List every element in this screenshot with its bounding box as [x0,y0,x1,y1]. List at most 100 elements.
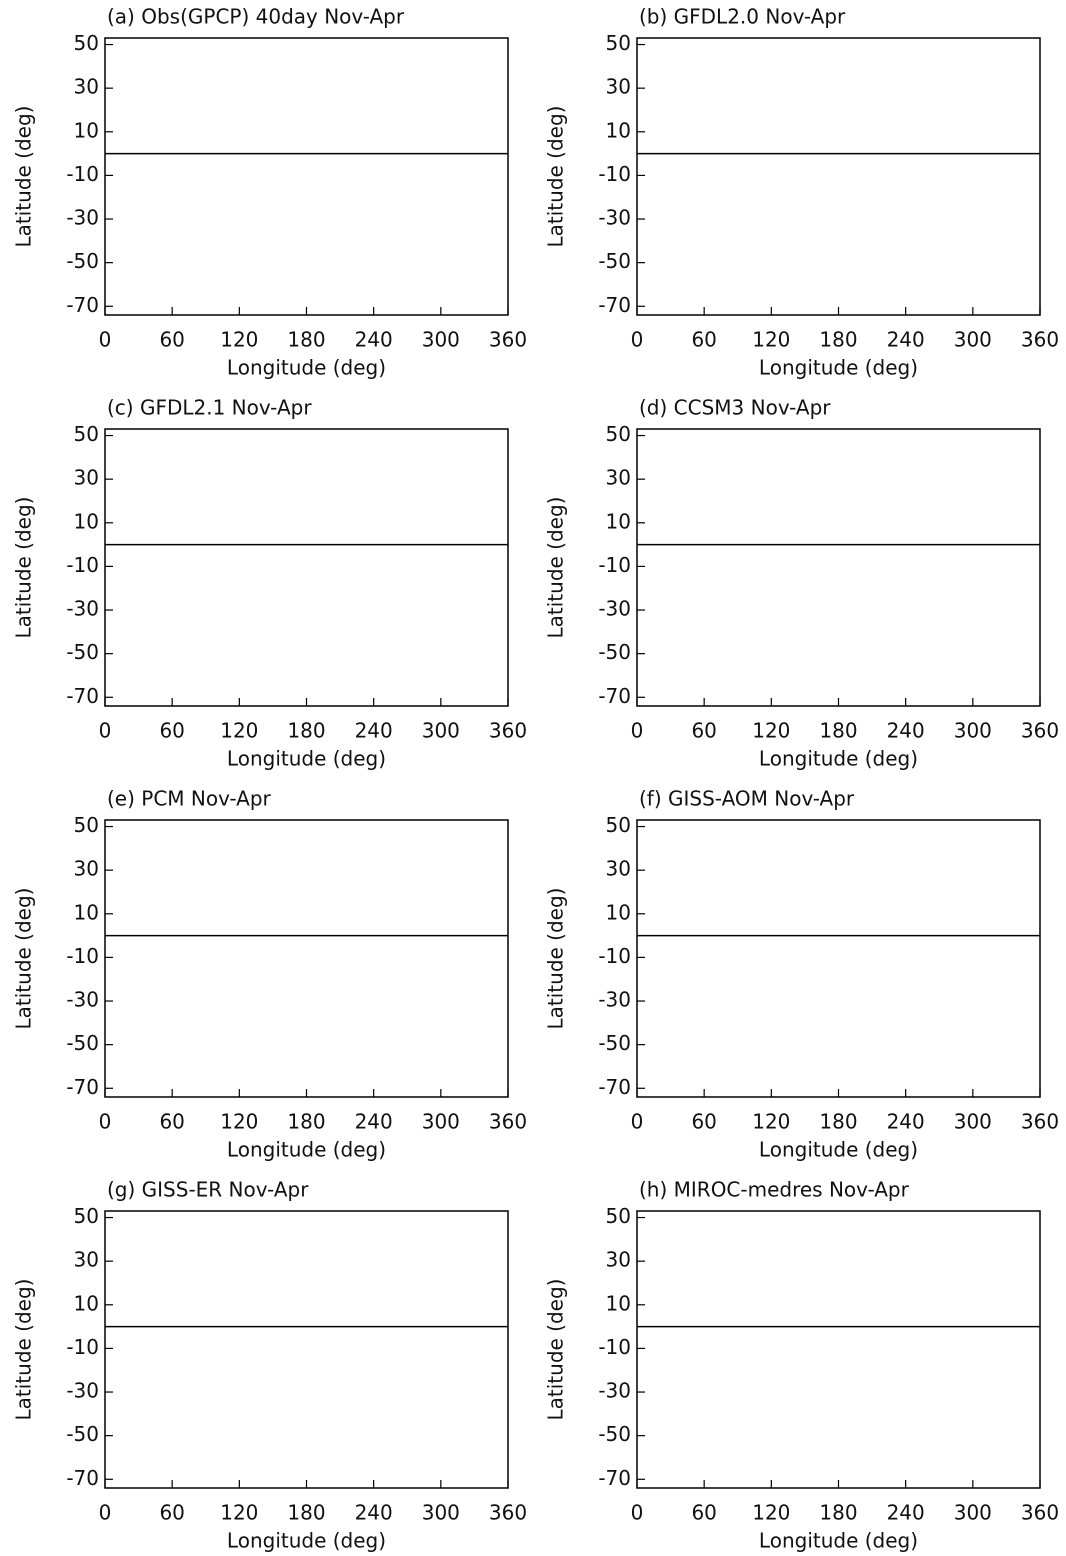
y-tick-label: -70 [598,1466,631,1490]
panel-title: (f) GISS-AOM Nov-Apr [639,787,855,811]
y-tick-label: 10 [74,509,99,533]
x-tick-label: 60 [691,719,716,743]
x-tick-label: 180 [819,328,857,352]
y-tick-label: 10 [606,118,631,142]
y-axis-label: Latitude (deg) [544,1279,568,1421]
y-tick-label: -30 [598,597,631,621]
panel: (c) GFDL2.1 Nov-Apr 0 60 120 180 240 300 360 50 3… [12,396,528,771]
x-tick-label: 300 [954,328,992,352]
y-tick-label: -50 [66,1031,99,1055]
y-tick-label: -30 [598,988,631,1012]
panel-title: (h) MIROC-medres Nov-Apr [639,1178,910,1202]
x-tick-label: 0 [99,719,112,743]
panel: (e) PCM Nov-Apr 0 60 120 180 240 300 360 50 30 10 -… [12,787,528,1162]
x-tick-label: 360 [1021,719,1059,743]
x-tick-label: 300 [422,1110,460,1134]
x-tick-label: 300 [422,328,460,352]
y-tick-label: -30 [598,206,631,230]
x-tick-label: 360 [489,1110,527,1134]
x-tick-label: 300 [954,719,992,743]
x-axis-label: Longitude (deg) [759,1529,918,1553]
x-tick-label: 0 [99,1110,112,1134]
x-axis-label: Longitude (deg) [227,356,386,380]
y-tick-label: -10 [598,944,631,968]
y-tick-label: 50 [74,422,99,446]
y-tick-label: 30 [606,466,631,490]
y-tick-label: -30 [66,206,99,230]
x-tick-label: 360 [489,719,527,743]
x-axis-label: Longitude (deg) [227,1138,386,1162]
x-tick-label: 180 [287,1110,325,1134]
x-tick-label: 300 [954,1110,992,1134]
x-tick-label: 300 [422,1501,460,1525]
y-tick-label: -30 [598,1379,631,1403]
y-tick-label: 10 [74,1291,99,1315]
y-axis-label: Latitude (deg) [544,497,568,639]
y-tick-label: -50 [66,1422,99,1446]
y-tick-label: -70 [598,684,631,708]
x-tick-label: 360 [489,1501,527,1525]
y-tick-label: 50 [74,1204,99,1228]
panel-title: (a) Obs(GPCP) 40day Nov-Apr [107,5,405,29]
panel: (b) GFDL2.0 Nov-Apr 0 60 120 180 240 300 360 50 3… [544,5,1060,380]
y-tick-label: 30 [606,75,631,99]
x-tick-label: 180 [287,328,325,352]
x-tick-label: 60 [691,1110,716,1134]
x-tick-label: 120 [752,328,790,352]
y-tick-label: 10 [606,1291,631,1315]
y-tick-label: 30 [74,466,99,490]
y-tick-label: 50 [74,813,99,837]
x-tick-label: 0 [631,328,644,352]
y-tick-label: -30 [66,988,99,1012]
x-tick-label: 240 [355,719,393,743]
y-tick-label: 30 [74,1248,99,1272]
panel-title: (d) CCSM3 Nov-Apr [639,396,831,420]
y-axis-label: Latitude (deg) [544,888,568,1030]
x-tick-label: 60 [159,1501,184,1525]
x-tick-label: 60 [159,1110,184,1134]
y-tick-label: 30 [606,1248,631,1272]
x-tick-label: 120 [220,719,258,743]
y-axis-label: Latitude (deg) [12,888,36,1030]
x-axis-label: Longitude (deg) [759,1138,918,1162]
x-tick-label: 60 [691,328,716,352]
x-tick-label: 180 [819,719,857,743]
x-tick-label: 180 [819,1110,857,1134]
x-tick-label: 120 [752,1110,790,1134]
plot-frame [104,819,509,1098]
plot-frame [636,37,1041,316]
y-tick-label: 50 [606,422,631,446]
y-tick-label: 30 [74,857,99,881]
y-tick-label: 30 [606,857,631,881]
x-tick-label: 360 [1021,328,1059,352]
x-tick-label: 360 [1021,1110,1059,1134]
panel-title: (e) PCM Nov-Apr [107,787,272,811]
x-tick-label: 60 [159,719,184,743]
y-tick-label: -50 [66,249,99,273]
y-tick-label: -70 [66,293,99,317]
plot-frame [104,1210,509,1489]
y-axis-label: Latitude (deg) [12,1279,36,1421]
x-tick-label: 120 [220,1110,258,1134]
x-axis-label: Longitude (deg) [759,747,918,771]
y-tick-label: -50 [598,640,631,664]
y-tick-label: -50 [66,640,99,664]
x-tick-label: 180 [819,1501,857,1525]
x-tick-label: 0 [99,328,112,352]
x-tick-label: 300 [954,1501,992,1525]
y-tick-label: 10 [74,118,99,142]
y-tick-label: 50 [606,1204,631,1228]
plot-frame [636,819,1041,1098]
y-tick-label: -50 [598,1031,631,1055]
panel: (h) MIROC-medres Nov-Apr 0 60 120 180 240 300 3… [544,1178,1060,1553]
x-tick-label: 240 [887,328,925,352]
y-tick-label: 10 [606,900,631,924]
x-axis-label: Longitude (deg) [227,747,386,771]
panel: (a) Obs(GPCP) 40day Nov-Apr 0 60 120 180 240 3… [12,5,528,380]
panel: (g) GISS-ER Nov-Apr 0 60 120 180 240 300 360 50 3… [12,1178,528,1553]
x-tick-label: 0 [99,1501,112,1525]
x-tick-label: 240 [887,1501,925,1525]
panel-title: (b) GFDL2.0 Nov-Apr [639,5,846,29]
plot-frame [104,428,509,707]
